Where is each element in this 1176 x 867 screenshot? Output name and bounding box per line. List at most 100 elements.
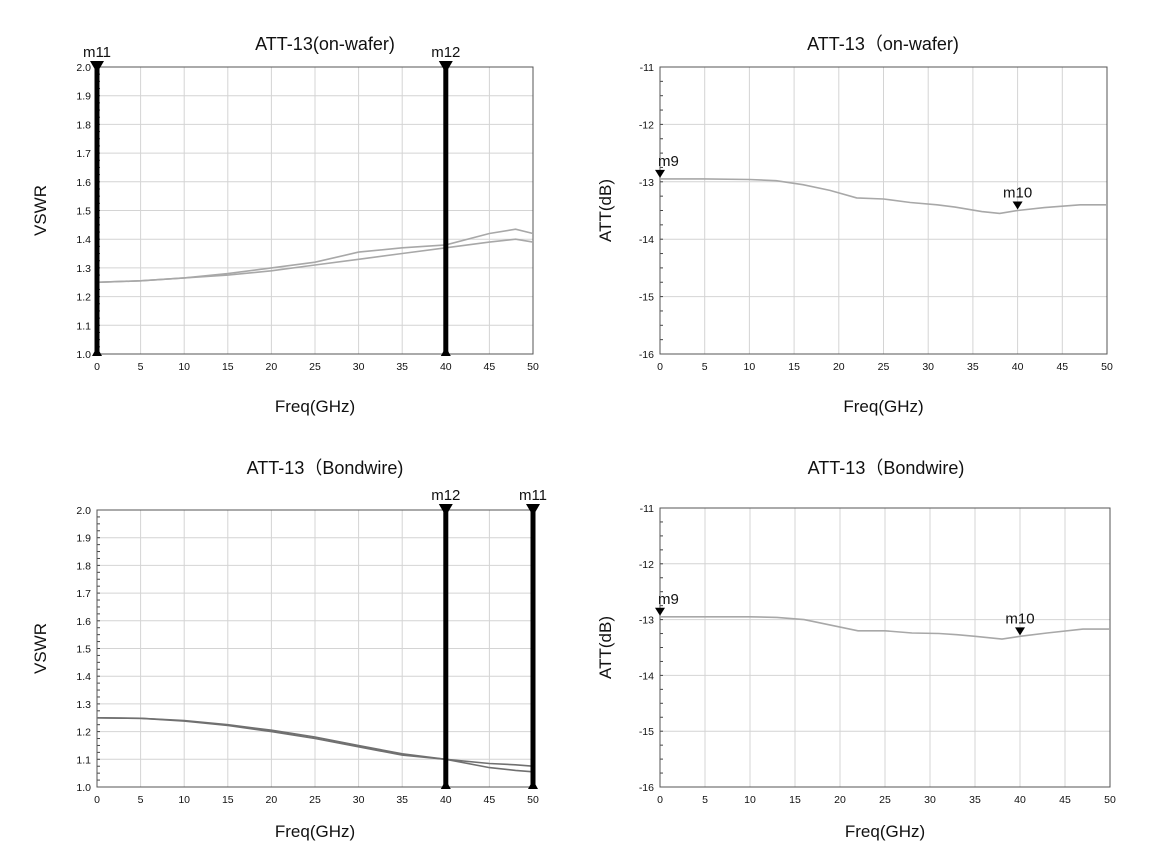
y-tick-label: -14 [639,234,654,246]
marker-top-arrow [90,61,104,73]
y-tick-label: 1.8 [76,119,91,131]
x-tick-label: 0 [657,794,663,806]
marker-m10: m10 [1005,610,1035,636]
y-axis-title: ATT(dB) [596,179,615,242]
y-tick-label: 1.9 [76,533,91,545]
x-tick-label: 15 [789,794,801,806]
marker-m11: m11 [83,44,111,356]
y-tick-label: 1.3 [76,263,91,275]
y-axis-title: VSWR [31,185,50,236]
x-tick-label: 35 [396,794,408,806]
marker-bottom-arrow [440,347,451,356]
x-tick-label: 50 [527,361,539,373]
x-tick-label: 40 [1012,361,1024,373]
y-tick-label: 1.9 [76,91,91,103]
x-tick-label: 15 [788,361,800,373]
marker-point-arrow [1012,201,1023,210]
x-tick-label: 10 [744,361,756,373]
x-tick-label: 25 [878,361,890,373]
y-tick-label: -16 [639,349,654,361]
marker-point-arrow [655,607,665,616]
marker-label: m10 [1005,610,1034,627]
x-tick-label: 40 [440,794,452,806]
x-tick-label: 5 [138,794,144,806]
marker-label: m9 [658,591,679,608]
x-tick-label: 0 [94,361,100,373]
x-axis-title: Freq(GHz) [275,397,355,416]
chart-title: ATT-13（Bondwire) [808,458,965,478]
y-axis-title: ATT(dB) [596,616,615,679]
y-tick-label: -11 [640,503,655,515]
x-tick-label: 20 [833,361,845,373]
marker-m11: m11 [519,487,547,789]
x-tick-label: 35 [969,794,981,806]
marker-top-arrow [438,504,453,516]
x-axis-title: Freq(GHz) [845,822,925,841]
y-tick-label: 1.1 [76,754,91,766]
x-tick-label: 35 [396,361,408,373]
marker-m12: m12 [431,487,460,789]
x-tick-label: 10 [178,794,190,806]
series-line-2 [96,717,534,773]
x-tick-label: 5 [702,794,708,806]
x-tick-label: 35 [967,361,979,373]
y-tick-label: 1.4 [76,234,91,246]
x-tick-label: 50 [527,794,539,806]
x-tick-label: 45 [484,794,496,806]
marker-bottom-arrow [92,347,102,356]
y-tick-label: 1.7 [76,588,91,600]
y-tick-label: -11 [640,62,655,74]
marker-m9: m9 [655,153,679,178]
y-tick-label: 1.6 [76,616,91,628]
x-tick-label: 20 [834,794,846,806]
x-tick-label: 20 [266,361,278,373]
x-tick-label: 45 [1056,361,1068,373]
x-tick-label: 25 [309,361,321,373]
x-tick-label: 40 [1014,794,1026,806]
plot-frame [659,507,1111,788]
marker-m9: m9 [655,591,679,616]
chart-title: ATT-13（on-wafer) [807,34,959,54]
x-tick-label: 30 [924,794,936,806]
y-tick-label: -15 [639,726,654,738]
y-tick-label: 1.8 [76,560,91,572]
x-tick-label: 0 [657,361,663,373]
marker-label: m11 [519,487,547,504]
y-tick-label: -13 [639,615,654,627]
y-tick-label: 1.2 [76,292,91,304]
marker-bottom-arrow [440,780,451,789]
y-axis-title: VSWR [31,623,50,674]
y-tick-label: -14 [639,670,654,682]
y-tick-label: 1.7 [76,148,91,160]
chart-1: 0 5 10 15 20 25 30 35 40 45 50 1.0 1.1 1.2 1.3 1.4 1.5 1.… [31,34,539,416]
series-line-1 [660,178,1107,215]
x-tick-label: 30 [353,361,365,373]
y-tick-label: 1.4 [76,671,91,683]
marker-bottom-arrow [528,780,538,789]
x-tick-label: 45 [1059,794,1071,806]
marker-point-arrow [1015,627,1025,636]
marker-label: m9 [658,153,679,170]
y-tick-label: 1.5 [76,644,91,656]
y-tick-label: -16 [639,782,654,794]
y-tick-label: 1.2 [76,727,91,739]
marker-point-arrow [655,169,665,178]
y-tick-label: 1.3 [76,699,91,711]
chart-4: 0 5 10 15 20 25 30 35 40 45 50 -16 -15 -14 -13 -12 -11 AT… [596,458,1116,841]
x-tick-label: 45 [484,361,496,373]
x-tick-label: 20 [266,794,278,806]
y-tick-label: 1.5 [76,206,91,218]
y-tick-label: 2.0 [76,62,91,74]
chart-2: 0 5 10 15 20 25 30 35 40 45 50 -16 -15 -14 -13 -12 -11 AT… [596,34,1113,416]
marker-label: m12 [431,487,460,504]
y-tick-label: 1.0 [76,349,91,361]
series-line-2 [96,238,534,284]
x-tick-label: 30 [353,794,365,806]
plot-frame [659,66,1108,355]
x-tick-label: 10 [178,361,190,373]
series-line-1 [660,615,1110,640]
marker-m10: m10 [1003,185,1032,210]
x-tick-label: 40 [440,361,452,373]
x-tick-label: 15 [222,794,234,806]
